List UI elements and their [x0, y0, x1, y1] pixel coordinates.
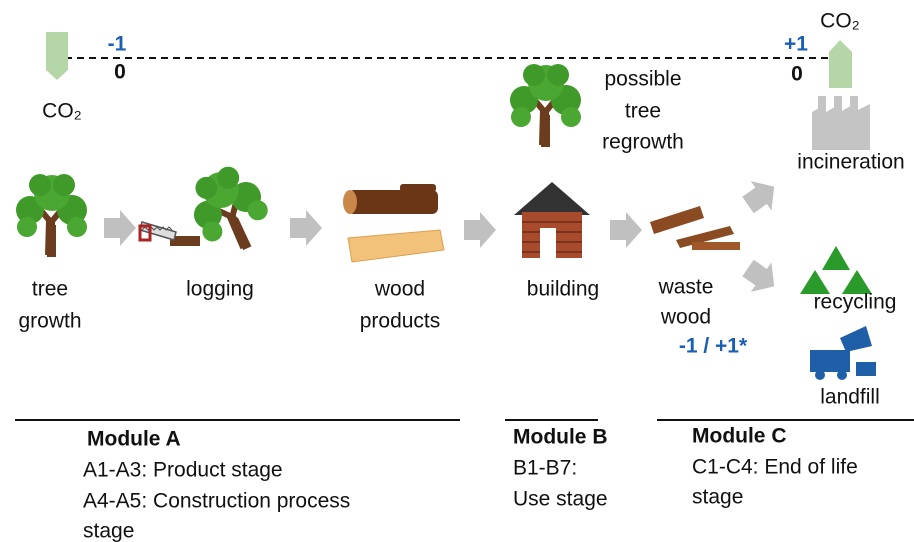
- stage-label: logging: [186, 278, 254, 301]
- module-line: A1-A3: Product stage: [83, 459, 283, 482]
- flow-arrow: [737, 253, 785, 302]
- stage-label: waste: [658, 276, 714, 299]
- landfill-icon: [810, 326, 876, 380]
- waste-wood-icon: [650, 206, 740, 250]
- flow-arrow: [610, 212, 642, 248]
- credit-left: -1: [108, 33, 127, 56]
- module-title: Module A: [87, 428, 181, 451]
- tree-growth-icon: [16, 174, 87, 257]
- stage-label: products: [360, 310, 441, 333]
- module-title: Module B: [513, 426, 608, 449]
- waste-balance: -1 / +1*: [679, 335, 748, 358]
- regrowth-line: tree: [625, 100, 661, 123]
- module-line: Use stage: [513, 488, 608, 511]
- logging-icon: [138, 158, 279, 263]
- flow-arrow: [290, 210, 322, 246]
- module-line: stage: [692, 486, 743, 509]
- module-line: stage: [83, 520, 134, 542]
- co2-down-arrow: [46, 32, 68, 80]
- baseline-right: 0: [791, 63, 803, 86]
- flow-arrow: [464, 212, 496, 248]
- regrowth-line: possible: [604, 68, 681, 91]
- module-line: B1-B7:: [513, 457, 577, 480]
- landfill-label: landfill: [820, 386, 880, 409]
- flow-arrow: [737, 171, 785, 220]
- stage-label: wood: [660, 306, 711, 329]
- building-icon: [514, 182, 590, 258]
- recycling-icon: [800, 246, 872, 294]
- module-title: Module C: [692, 425, 787, 448]
- wood-products-icon: [343, 184, 445, 263]
- stage-label: tree: [32, 278, 68, 301]
- co2-left: CO₂: [42, 100, 82, 123]
- flow-arrow: [104, 210, 136, 246]
- regrowth-line: regrowth: [602, 131, 684, 154]
- stage-label: building: [527, 278, 599, 301]
- module-line: C1-C4: End of life: [692, 456, 858, 479]
- incineration-label: incineration: [797, 151, 904, 174]
- baseline-left: 0: [114, 61, 126, 84]
- regrowth-tree-icon: [510, 64, 581, 147]
- recycling-label: recycling: [814, 291, 897, 314]
- co2-right: CO₂: [820, 10, 860, 33]
- stage-label: growth: [18, 310, 81, 333]
- stage-label: wood: [374, 278, 425, 301]
- factory-icon: [812, 96, 870, 150]
- credit-right: +1: [784, 33, 808, 56]
- module-line: A4-A5: Construction process: [83, 490, 350, 513]
- co2-up-arrow: [829, 40, 852, 88]
